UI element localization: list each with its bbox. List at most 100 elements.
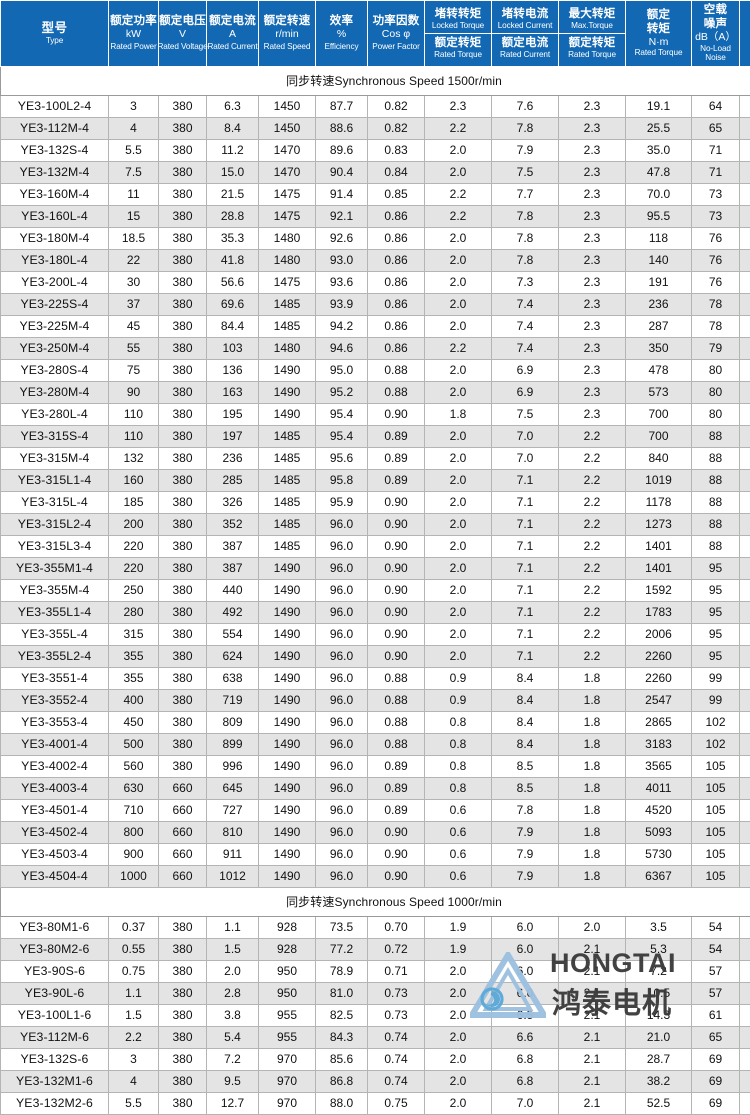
cell-model: YE3-4003-4 xyxy=(1,777,109,799)
cell-max_torque: 2.1 xyxy=(559,1026,626,1048)
cell-current: 197 xyxy=(207,425,259,447)
section-banner-1: 同步转速Synchronous Speed 1000r/min xyxy=(1,887,750,916)
header-en: Max.Torque xyxy=(571,21,613,30)
cell-power_factor: 0.90 xyxy=(368,865,425,887)
header-en: Type xyxy=(46,36,63,45)
cell-max_torque: 2.1 xyxy=(559,1048,626,1070)
cell-speed: 1470 xyxy=(259,161,316,183)
cell-power: 250 xyxy=(109,579,159,601)
cell-efficiency: 95.2 xyxy=(316,381,368,403)
cell-power: 37 xyxy=(109,293,159,315)
cell-model: YE3-4502-4 xyxy=(1,821,109,843)
cell-power_factor: 0.74 xyxy=(368,1048,425,1070)
cell-current: 35.3 xyxy=(207,227,259,249)
cell-speed: 950 xyxy=(259,982,316,1004)
cell-locked_torque: 2.2 xyxy=(425,205,492,227)
cell-power_factor: 0.90 xyxy=(368,843,425,865)
cell-power: 0.55 xyxy=(109,938,159,960)
cell-locked_current: 8.5 xyxy=(492,755,559,777)
cell-voltage: 380 xyxy=(159,623,207,645)
cell-power: 3 xyxy=(109,95,159,117)
cell-power_factor: 0.86 xyxy=(368,249,425,271)
cell-locked_torque: 2.0 xyxy=(425,425,492,447)
cell-noise: 76 xyxy=(692,271,740,293)
cell-rated_torque: 2260 xyxy=(626,667,692,689)
cell-noise: 95 xyxy=(692,623,740,645)
cell-weight: 35 xyxy=(740,117,750,139)
cell-speed: 1480 xyxy=(259,337,316,359)
cell-power: 450 xyxy=(109,711,159,733)
cell-speed: 1475 xyxy=(259,271,316,293)
cell-max_torque: 2.2 xyxy=(559,623,626,645)
cell-rated_torque: 1592 xyxy=(626,579,692,601)
cell-noise: 78 xyxy=(692,293,740,315)
cell-current: 326 xyxy=(207,491,259,513)
cell-max_torque: 1.8 xyxy=(559,667,626,689)
cell-efficiency: 73.5 xyxy=(316,916,368,938)
cell-power_factor: 0.72 xyxy=(368,938,425,960)
cell-rated_torque: 118 xyxy=(626,227,692,249)
cell-noise: 88 xyxy=(692,535,740,557)
cell-voltage: 380 xyxy=(159,557,207,579)
cell-power_factor: 0.89 xyxy=(368,425,425,447)
header-en: Locked Torque xyxy=(432,21,484,30)
cell-model: YE3-280M-4 xyxy=(1,381,109,403)
cell-model: YE3-355M-4 xyxy=(1,579,109,601)
cell-power: 220 xyxy=(109,535,159,557)
cell-locked_current: 6.0 xyxy=(492,916,559,938)
cell-max_torque: 2.1 xyxy=(559,1004,626,1026)
cell-power_factor: 0.88 xyxy=(368,359,425,381)
cell-speed: 1490 xyxy=(259,601,316,623)
cell-locked_torque: 2.2 xyxy=(425,183,492,205)
cell-max_torque: 2.2 xyxy=(559,579,626,601)
cell-power: 280 xyxy=(109,601,159,623)
header-cn: 额定转矩 xyxy=(569,37,616,50)
cell-voltage: 380 xyxy=(159,447,207,469)
cell-speed: 970 xyxy=(259,1070,316,1092)
cell-locked_torque: 2.0 xyxy=(425,579,492,601)
column-header-weight: 质量KgWeight xyxy=(740,1,750,67)
header-unit: kW xyxy=(126,29,141,41)
cell-current: 3.8 xyxy=(207,1004,259,1026)
cell-locked_current: 7.1 xyxy=(492,645,559,667)
cell-max_torque: 1.8 xyxy=(559,711,626,733)
cell-locked_current: 7.3 xyxy=(492,271,559,293)
header-cn: 空载 xyxy=(704,4,727,17)
cell-weight: 135 xyxy=(740,183,750,205)
cell-noise: 80 xyxy=(692,403,740,425)
cell-voltage: 380 xyxy=(159,1048,207,1070)
cell-locked_current: 7.5 xyxy=(492,403,559,425)
cell-current: 645 xyxy=(207,777,259,799)
cell-locked_current: 7.4 xyxy=(492,337,559,359)
cell-model: YE3-315L3-4 xyxy=(1,535,109,557)
cell-voltage: 660 xyxy=(159,865,207,887)
cell-model: YE3-100L1-6 xyxy=(1,1004,109,1026)
cell-efficiency: 82.5 xyxy=(316,1004,368,1026)
cell-speed: 1475 xyxy=(259,205,316,227)
cell-weight: 65 xyxy=(740,139,750,161)
cell-model: YE3-80M2-6 xyxy=(1,938,109,960)
cell-max_torque: 2.0 xyxy=(559,916,626,938)
cell-power: 1.1 xyxy=(109,982,159,1004)
cell-efficiency: 85.6 xyxy=(316,1048,368,1070)
cell-max_torque: 2.1 xyxy=(559,1070,626,1092)
cell-rated_torque: 10.5 xyxy=(626,982,692,1004)
cell-locked_current: 7.0 xyxy=(492,425,559,447)
cell-locked_current: 7.5 xyxy=(492,161,559,183)
cell-rated_torque: 1273 xyxy=(626,513,692,535)
cell-noise: 105 xyxy=(692,755,740,777)
cell-max_torque: 2.3 xyxy=(559,271,626,293)
cell-weight: 78 xyxy=(740,161,750,183)
cell-power_factor: 0.88 xyxy=(368,733,425,755)
cell-rated_torque: 700 xyxy=(626,403,692,425)
cell-power_factor: 0.83 xyxy=(368,139,425,161)
cell-power_factor: 0.89 xyxy=(368,799,425,821)
cell-locked_torque: 2.0 xyxy=(425,1092,492,1114)
